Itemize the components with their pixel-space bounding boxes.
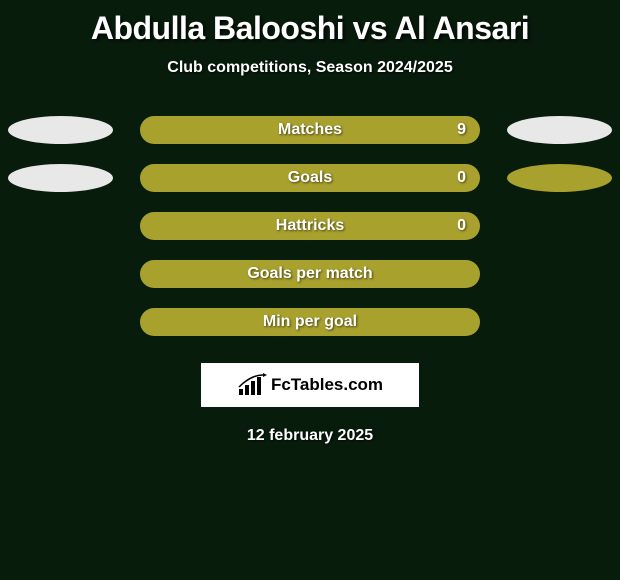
stat-label: Hattricks: [276, 217, 344, 235]
stat-bar: Matches 9: [140, 116, 480, 144]
stat-row-goals: Goals 0: [0, 163, 620, 193]
stat-value-right: 9: [457, 121, 466, 139]
stat-value-right: 0: [457, 169, 466, 187]
stat-bar: Min per goal: [140, 308, 480, 336]
left-ellipse: [8, 116, 113, 144]
page-title: Abdulla Balooshi vs Al Ansari: [0, 10, 620, 47]
right-ellipse: [507, 164, 612, 192]
stat-label: Goals: [288, 169, 332, 187]
right-ellipse: [507, 116, 612, 144]
stat-label: Min per goal: [263, 313, 357, 331]
page-subtitle: Club competitions, Season 2024/2025: [0, 59, 620, 77]
stat-value-right: 0: [457, 217, 466, 235]
stat-row-hattricks: Hattricks 0: [0, 211, 620, 241]
stat-bar: Goals per match: [140, 260, 480, 288]
stat-label: Goals per match: [247, 265, 372, 283]
stat-row-goals-per-match: Goals per match: [0, 259, 620, 289]
stat-bar: Hattricks 0: [140, 212, 480, 240]
chart-icon: [237, 373, 267, 397]
comparison-infographic: Abdulla Balooshi vs Al Ansari Club compe…: [0, 0, 620, 455]
stat-label: Matches: [278, 121, 342, 139]
logo-text: FcTables.com: [271, 375, 383, 395]
stat-rows: Matches 9 Goals 0 Hattricks 0 Goals per …: [0, 115, 620, 337]
stat-bar: Goals 0: [140, 164, 480, 192]
stat-row-matches: Matches 9: [0, 115, 620, 145]
stat-row-min-per-goal: Min per goal: [0, 307, 620, 337]
logo-box: FcTables.com: [201, 363, 419, 407]
date-text: 12 february 2025: [0, 427, 620, 445]
left-ellipse: [8, 164, 113, 192]
